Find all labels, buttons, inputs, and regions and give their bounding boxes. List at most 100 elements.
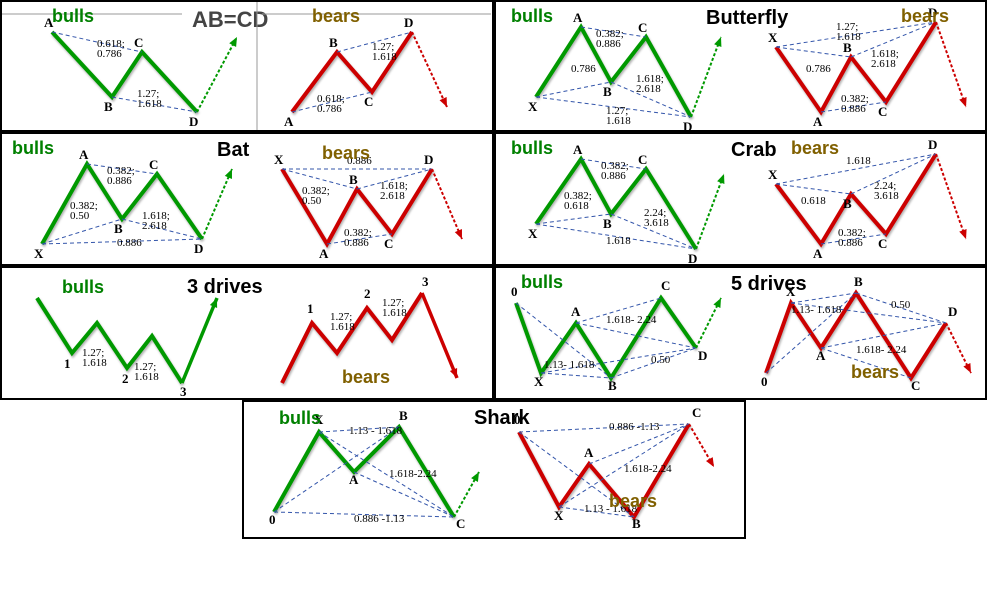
point-label: B [114,221,123,236]
point-label: B [603,84,612,99]
ratio-label: 1.618 [372,51,397,63]
point-label: C [878,236,887,251]
ratio-label: 1.13 - 1.618 [349,425,403,437]
ratio-label: 0.786 [806,63,831,75]
point-label: B [632,516,641,531]
point-label: C [911,378,920,393]
point-label: 0 [761,374,768,389]
bulls-label: bulls [62,277,104,297]
ratio-label: 0.886 -1.13 [354,513,405,525]
point-label: A [813,114,823,129]
ratio-label: 2.618 [380,190,405,202]
bears-label: bears [851,362,899,382]
ratio-label: 1.13- 1.618 [791,304,842,316]
point-label: C [364,94,373,109]
point-label: 3 [180,384,187,398]
bulls-label: bulls [511,138,553,158]
ratio-label: 0.618 [564,200,589,212]
bulls-label: bulls [279,408,321,428]
pattern-shark: Shark0XABC1.13 - 1.6181.618-2.240.886 -1… [242,400,746,539]
point-label: X [528,226,538,241]
ratio-label: 1.618 [330,321,355,333]
ratio-label: 0.886 [841,103,866,115]
point-label: D [688,251,697,264]
bulls-label: bulls [511,6,553,26]
ratio-label: 0.886 [596,38,621,50]
bulls-label: bulls [52,6,94,26]
point-label: D [194,241,203,256]
projection-arrow [202,169,232,239]
ratio-label: 0.886 -1.13 [609,421,660,433]
projection-arrow [936,154,966,239]
ratio-label: 1.618-2.24 [389,468,437,480]
point-label: D [189,114,198,129]
point-label: C [134,35,143,50]
point-label: 0 [514,412,521,427]
point-label: C [692,405,701,420]
point-label: D [948,304,957,319]
pattern-title: 3 drives [187,276,263,298]
ratio-label: 3.618 [874,190,899,202]
ratio-label: 0.886 [344,237,369,249]
point-label: A [816,348,826,363]
ratio-label: 3.618 [644,217,669,229]
ratio-guideline [536,82,611,97]
point-label: X [274,152,284,167]
bears-label: bears [609,491,657,511]
point-label: B [329,35,338,50]
point-label: D [404,15,413,30]
point-label: A [79,147,89,162]
bears-label: bears [322,143,370,163]
point-label: B [349,172,358,187]
pattern-title: Shark [474,407,530,429]
projection-arrow [422,293,457,378]
point-label: D [683,119,692,130]
bulls-label: bulls [521,272,563,292]
point-label: D [424,152,433,167]
projection-arrow [182,298,217,383]
point-label: X [34,246,44,261]
projection-arrow [197,37,237,112]
bulls-label: bulls [12,138,54,158]
ratio-label: 0.618 [801,195,826,207]
ratio-label: 2.618 [142,220,167,232]
pattern-ab-cd: AB=CDABCD0.618;0.7861.27;1.618bullsABCD0… [0,0,494,132]
point-label: X [768,30,778,45]
point-label: 3 [422,274,429,289]
ratio-label: 1.618- 2.24 [856,344,907,356]
ratio-label: 1.618 [134,371,159,383]
point-label: 2 [122,371,129,386]
pattern-title: Butterfly [706,7,789,29]
point-label: 1 [307,301,314,316]
pattern-crab: CrabXABCD0.382;0.8860.382;0.6182.24;3.61… [494,132,987,266]
ratio-label: 1.618- 2.24 [606,314,657,326]
point-label: C [384,236,393,251]
point-label: D [928,137,937,152]
point-label: B [603,216,612,231]
ratio-label: 1.618 [606,235,631,247]
point-label: C [456,516,465,531]
ratio-label: 1.618-2.24 [624,463,672,475]
ratio-label: 1.618 [836,31,861,43]
ratio-label: 0.886 [117,237,142,249]
projection-arrow [696,174,724,249]
ratio-label: 1.618 [846,155,871,167]
point-label: A [319,246,329,261]
bears-label: bears [342,367,390,387]
point-label: 0 [269,512,276,527]
ratio-label: 1.618 [382,307,407,319]
point-label: B [854,274,863,289]
ratio-guideline [776,47,851,57]
pattern-bat: BatXABCD0.382;0.8860.382;0.501.618;2.618… [0,132,494,266]
ratio-label: 1.618 [606,115,631,127]
bears-label: bears [791,138,839,158]
point-label: A [813,246,823,261]
ratio-guideline [274,427,399,512]
projection-arrow [691,37,721,117]
ratio-label: 1.618 [137,98,162,110]
point-label: 2 [364,286,371,301]
projection-arrow [412,32,447,107]
point-label: A [573,10,583,25]
ratio-label: 0.50 [70,210,90,222]
point-label: X [768,167,778,182]
